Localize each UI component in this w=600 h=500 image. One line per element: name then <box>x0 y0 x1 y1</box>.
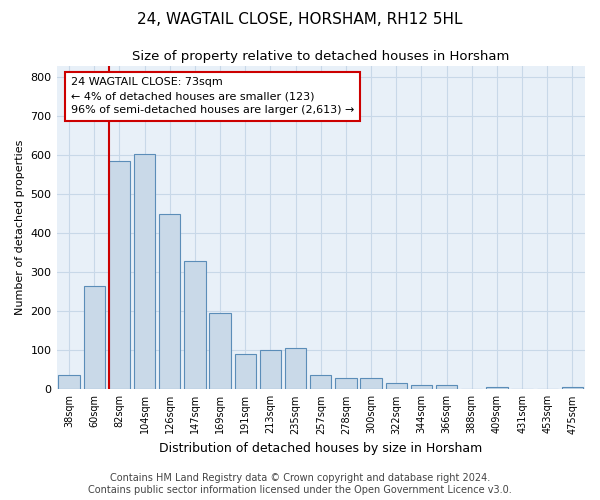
Bar <box>159 214 181 390</box>
Bar <box>109 161 130 390</box>
Bar <box>386 384 407 390</box>
X-axis label: Distribution of detached houses by size in Horsham: Distribution of detached houses by size … <box>159 442 482 455</box>
Bar <box>411 386 432 390</box>
Bar <box>134 154 155 390</box>
Text: 24, WAGTAIL CLOSE, HORSHAM, RH12 5HL: 24, WAGTAIL CLOSE, HORSHAM, RH12 5HL <box>137 12 463 28</box>
Title: Size of property relative to detached houses in Horsham: Size of property relative to detached ho… <box>132 50 509 63</box>
Bar <box>361 378 382 390</box>
Y-axis label: Number of detached properties: Number of detached properties <box>15 140 25 315</box>
Bar <box>235 354 256 390</box>
Bar <box>486 388 508 390</box>
Text: 24 WAGTAIL CLOSE: 73sqm
← 4% of detached houses are smaller (123)
96% of semi-de: 24 WAGTAIL CLOSE: 73sqm ← 4% of detached… <box>71 78 354 116</box>
Bar <box>83 286 105 390</box>
Bar <box>58 375 80 390</box>
Bar <box>436 386 457 390</box>
Bar <box>209 313 231 390</box>
Bar <box>285 348 307 390</box>
Bar <box>184 262 206 390</box>
Bar <box>562 388 583 390</box>
Bar <box>310 375 331 390</box>
Bar <box>260 350 281 390</box>
Text: Contains HM Land Registry data © Crown copyright and database right 2024.
Contai: Contains HM Land Registry data © Crown c… <box>88 474 512 495</box>
Bar <box>335 378 356 390</box>
